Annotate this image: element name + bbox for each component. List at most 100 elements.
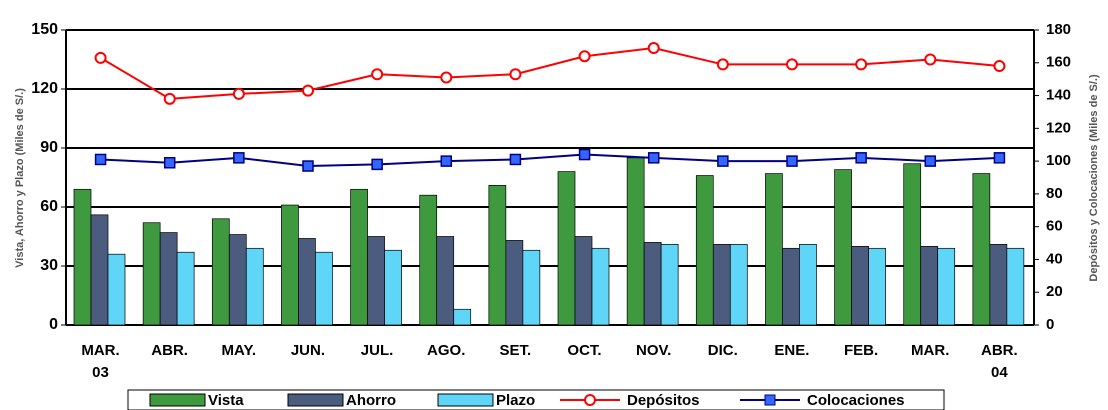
bar — [1006, 247, 1025, 326]
legend-swatch — [437, 393, 494, 407]
marker — [232, 87, 245, 100]
bar — [281, 204, 299, 326]
legend-label: Depósitos — [627, 392, 700, 409]
bar — [90, 214, 109, 326]
bar — [989, 244, 1008, 326]
legend-label: Vista — [208, 392, 244, 409]
y-tick-label: 60 — [40, 198, 58, 215]
legend-label: Plazo — [496, 392, 535, 409]
bar — [367, 236, 385, 326]
marker — [302, 160, 314, 172]
marker — [302, 84, 314, 97]
bar — [782, 247, 800, 326]
x-tick-label: ABR. 04 — [981, 342, 1018, 381]
bar — [107, 253, 126, 326]
legend-label: Ahorro — [346, 392, 396, 409]
bar — [522, 249, 541, 326]
y2-tick-label: 80 — [1046, 185, 1063, 202]
line — [100, 47, 1000, 100]
x-tick-label: NOV. — [635, 342, 672, 359]
bar — [851, 245, 869, 326]
bar — [159, 232, 178, 326]
marker — [786, 155, 798, 167]
x-tick-label: MAR. 03 — [81, 342, 120, 381]
bar — [436, 236, 455, 326]
x-tick-label: JUL. — [360, 342, 394, 359]
bar — [453, 308, 472, 326]
marker — [233, 152, 245, 164]
y-tick-label: 0 — [49, 316, 58, 333]
legend-swatch — [287, 393, 344, 407]
marker — [786, 58, 798, 71]
marker — [163, 157, 176, 169]
x-tick-label: FEB. — [843, 342, 879, 359]
y2-tick-label: 100 — [1046, 152, 1071, 169]
bar — [488, 185, 507, 326]
y-tick-label: 150 — [31, 21, 58, 38]
y2-tick-label: 140 — [1046, 87, 1071, 104]
x-tick-label: AGO. — [427, 342, 466, 359]
x-tick-label: ABR. — [151, 342, 188, 359]
bar — [591, 247, 610, 326]
bar — [972, 173, 991, 326]
x-tick-label: MAR. — [911, 342, 950, 359]
bar — [868, 247, 886, 326]
marker — [578, 50, 591, 63]
y2-tick-label: 120 — [1046, 119, 1071, 136]
bar — [920, 245, 939, 326]
x-tick-label: DIC. — [707, 342, 738, 359]
bar — [384, 249, 402, 326]
y2-tick-label: 20 — [1046, 283, 1063, 300]
y2-axis-title: Depósitos y Colocaciones (Miles de S/.) — [1088, 74, 1100, 282]
marker — [647, 42, 660, 55]
bar — [73, 188, 92, 326]
marker — [855, 152, 867, 164]
bar — [574, 236, 593, 326]
marker — [94, 51, 107, 64]
bar — [142, 222, 161, 326]
y-axis-title: Vista, Ahorro y Plazo (Miles de S/.) — [14, 88, 26, 268]
y-tick-label: 30 — [40, 257, 58, 274]
legend-label: Colocaciones — [807, 392, 905, 409]
marker — [371, 68, 384, 81]
legend-marker — [584, 394, 596, 406]
bar — [834, 169, 852, 326]
bar — [712, 244, 731, 326]
line — [100, 153, 1000, 168]
marker — [993, 152, 1006, 164]
marker — [440, 155, 453, 167]
marker — [371, 158, 383, 171]
y-tick-label: 90 — [40, 139, 58, 156]
x-tick-label: ENE. — [774, 342, 810, 359]
marker — [509, 153, 522, 166]
bar — [176, 251, 195, 326]
marker — [924, 53, 937, 66]
bar — [660, 244, 679, 326]
bar — [419, 194, 438, 326]
y-tick-label: 120 — [31, 80, 58, 97]
bar — [799, 244, 817, 326]
bar — [315, 251, 333, 326]
bar — [211, 218, 230, 326]
marker — [509, 68, 522, 81]
marker — [647, 152, 660, 164]
bar — [245, 247, 264, 326]
legend-marker — [764, 394, 776, 406]
x-tick-label: OCT. — [567, 342, 602, 359]
bar — [557, 171, 576, 326]
y2-tick-label: 0 — [1046, 316, 1054, 333]
y2-tick-label: 40 — [1046, 250, 1063, 267]
y2-tick-label: 160 — [1046, 54, 1071, 71]
marker — [440, 71, 453, 84]
y2-tick-label: 60 — [1046, 218, 1063, 235]
bar — [505, 240, 524, 326]
legend-swatch — [149, 393, 206, 407]
marker — [94, 153, 107, 166]
marker — [578, 148, 591, 161]
bar — [298, 238, 316, 326]
bar — [228, 234, 247, 326]
x-tick-label: MAY. — [221, 342, 257, 359]
marker — [716, 58, 729, 71]
